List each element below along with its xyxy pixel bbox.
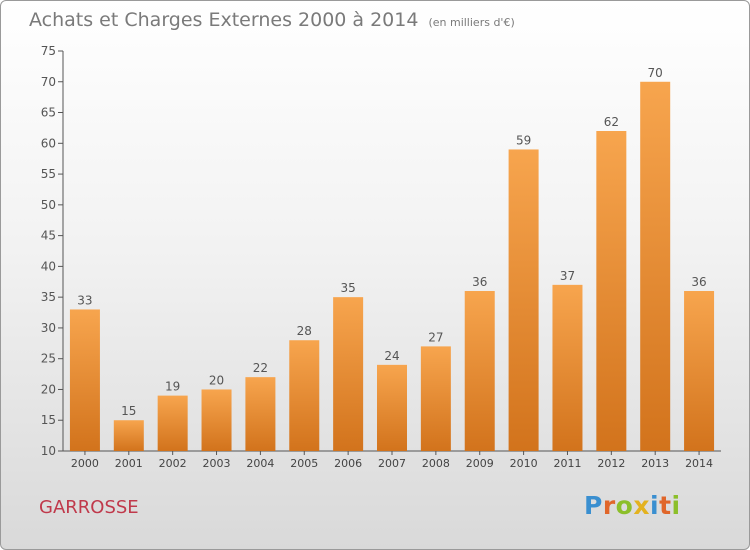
value-label: 24 xyxy=(384,349,399,363)
x-tick-label: 2009 xyxy=(466,457,494,470)
bar xyxy=(377,364,407,451)
x-tick-label: 2004 xyxy=(246,457,274,470)
x-tick-label: 2003 xyxy=(203,457,231,470)
chart-subtitle: (en milliers d'€) xyxy=(428,16,515,29)
value-label: 28 xyxy=(297,324,312,338)
x-tick-label: 2006 xyxy=(334,457,362,470)
value-label: 59 xyxy=(516,133,531,147)
y-tick-label: 25 xyxy=(41,352,56,366)
x-tick-label: 2012 xyxy=(597,457,625,470)
bar xyxy=(464,291,495,451)
value-label: 35 xyxy=(340,281,355,295)
y-tick-label: 55 xyxy=(41,167,56,181)
chart-title: Achats et Charges Externes 2000 à 2014 xyxy=(29,9,419,31)
value-label: 19 xyxy=(165,380,180,394)
y-tick-label: 15 xyxy=(41,413,56,427)
bar xyxy=(245,377,276,451)
y-tick-label: 30 xyxy=(41,321,56,335)
value-label: 15 xyxy=(121,404,136,418)
y-tick-label: 60 xyxy=(41,136,56,150)
bar xyxy=(508,149,539,451)
bar xyxy=(69,309,100,451)
bar xyxy=(596,131,627,451)
bar xyxy=(640,81,671,452)
bar xyxy=(684,291,715,451)
x-tick-label: 2000 xyxy=(71,457,99,470)
town-name: GARROSSE xyxy=(39,497,139,518)
y-tick-label: 40 xyxy=(41,259,56,273)
value-label: 62 xyxy=(604,115,619,129)
x-tick-label: 2014 xyxy=(685,457,713,470)
y-tick-label: 20 xyxy=(41,382,56,396)
value-label: 36 xyxy=(472,275,487,289)
x-tick-label: 2007 xyxy=(378,457,406,470)
y-tick-label: 70 xyxy=(41,75,56,89)
value-label: 37 xyxy=(560,269,575,283)
bar xyxy=(552,284,583,451)
bars xyxy=(69,81,715,452)
y-tick-label: 75 xyxy=(41,44,56,58)
value-label: 20 xyxy=(209,373,224,387)
chart-title-line: Achats et Charges Externes 2000 à 2014 (e… xyxy=(29,9,515,31)
bar xyxy=(113,420,144,451)
value-label: 27 xyxy=(428,330,443,344)
y-tick-label: 65 xyxy=(41,106,56,120)
x-tick-label: 2010 xyxy=(510,457,538,470)
bar xyxy=(289,340,320,451)
value-label: 33 xyxy=(77,293,92,307)
value-labels: 33 15 19 20 22 28 35 24 27 36 59 37 62 70 36 xyxy=(77,66,706,418)
x-tick-label: 2008 xyxy=(422,457,450,470)
x-tick-label: 2005 xyxy=(290,457,318,470)
value-label: 70 xyxy=(648,66,663,80)
y-tick-label: 50 xyxy=(41,198,56,212)
value-label: 22 xyxy=(253,361,268,375)
x-tick-label: 2013 xyxy=(641,457,669,470)
y-tick-label: 45 xyxy=(41,229,56,243)
bar xyxy=(157,395,188,451)
bar xyxy=(333,297,364,451)
bar xyxy=(420,346,451,451)
proxiti-logo: Proxiti xyxy=(584,491,681,520)
y-tick-label: 10 xyxy=(41,444,56,458)
x-tick-label: 2011 xyxy=(553,457,581,470)
x-tick-label: 2001 xyxy=(115,457,143,470)
x-tick-label: 2002 xyxy=(159,457,187,470)
value-label: 36 xyxy=(691,275,706,289)
bar xyxy=(201,389,232,451)
y-tick-label: 35 xyxy=(41,290,56,304)
